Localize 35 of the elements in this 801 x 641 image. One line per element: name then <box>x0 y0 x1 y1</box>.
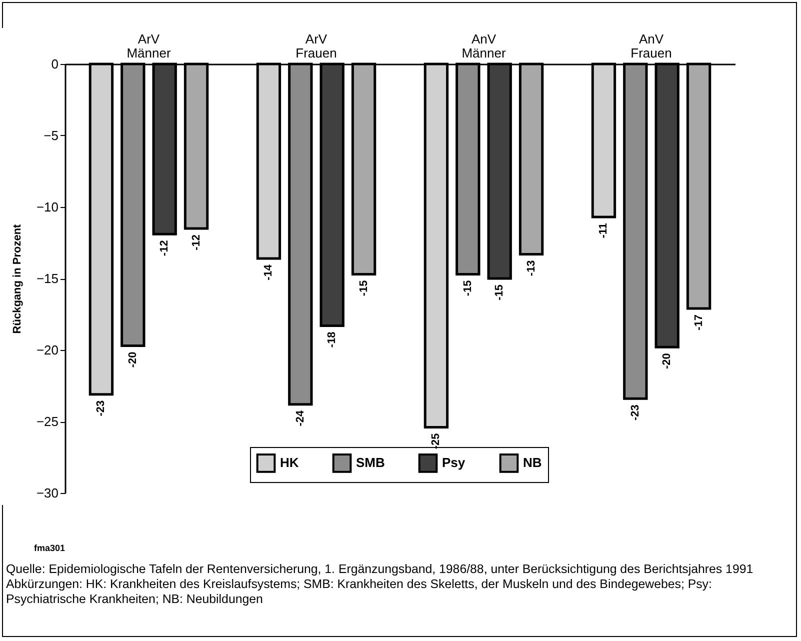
text: fma301 <box>34 543 66 553</box>
data-label: -24 <box>294 409 306 426</box>
y-axis-title: Rückgang in Prozent <box>11 224 24 334</box>
y-tick-label: −30 <box>36 486 58 500</box>
text: Abkürzungen: HK: Krankheiten des Kreislaufsystems; SMB: Krankheiten des Skeletts, der Muskeln und des Bindegewebes; Psy: Psychiatrische Krankheiten; NB: Neubildungen <box>6 577 713 607</box>
data-label: -15 <box>462 280 474 296</box>
data-label: -17 <box>692 314 705 330</box>
y-tick-label: −25 <box>36 414 58 429</box>
legend-label: SMB <box>356 455 385 470</box>
data-label: -25 <box>430 433 442 450</box>
data-label: -23 <box>95 400 108 416</box>
data-label: -15 <box>358 280 370 296</box>
data-label: -12 <box>190 234 202 250</box>
x-tick-label: AnV Frauen <box>630 32 672 60</box>
x-tick-label: AnV Männer <box>462 32 506 60</box>
data-label: -23 <box>629 404 642 421</box>
legend-label: Psy <box>442 455 466 470</box>
legend-label: HK <box>280 455 300 470</box>
x-tick-label: ArV Männer <box>126 32 172 60</box>
y-tick-label: −20 <box>36 342 58 358</box>
data-label: -12 <box>158 240 171 256</box>
source-note: Quelle: Epidemiologische Tafeln der Rentenversicherung, 1. Ergänzungsband, 1986/88, unter Berücksichtigung des Berichtsjahres 1991 <box>6 562 754 577</box>
x-tick-label: ArV Frauen <box>296 32 337 60</box>
y-tick-label: −10 <box>36 200 58 214</box>
legend-label: NB <box>523 455 542 470</box>
data-label: -14 <box>262 264 275 280</box>
data-label: -20 <box>126 352 139 368</box>
data-label: -18 <box>326 332 338 348</box>
data-label: -11 <box>598 223 610 238</box>
y-tick-label: −5 <box>44 128 58 143</box>
y-tick-label: −15 <box>36 271 58 286</box>
data-label: -15 <box>494 284 506 300</box>
y-tick-label: 0 <box>51 56 58 72</box>
data-label: -20 <box>661 353 674 370</box>
data-label: -13 <box>525 260 538 276</box>
